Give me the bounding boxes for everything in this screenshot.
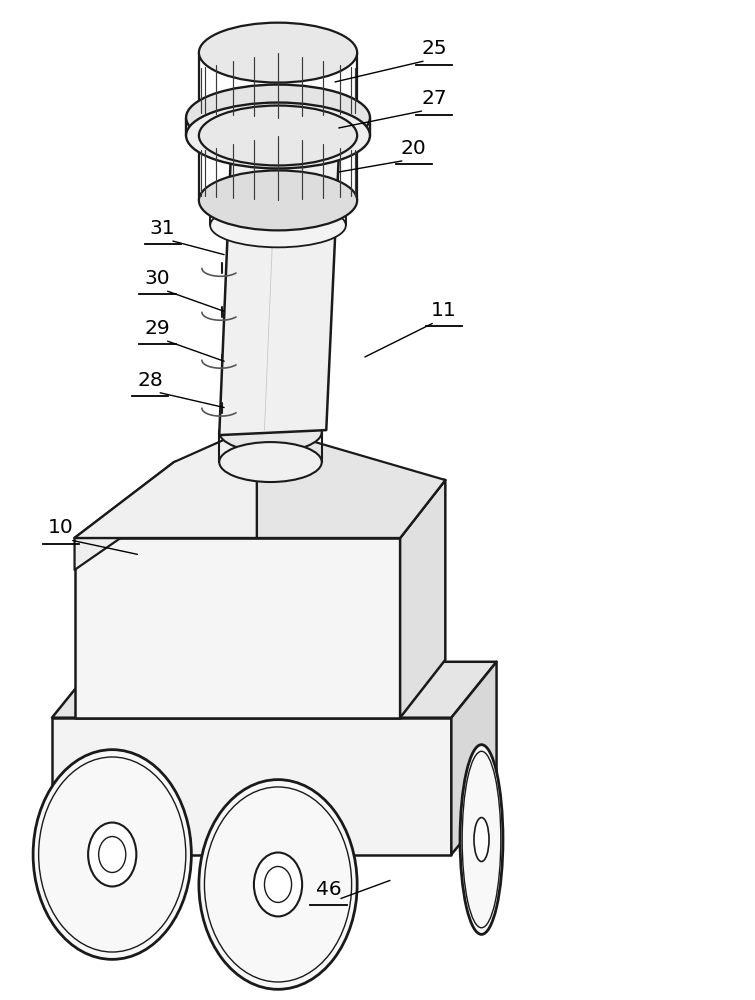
Polygon shape bbox=[75, 455, 445, 538]
Ellipse shape bbox=[199, 780, 357, 989]
Polygon shape bbox=[257, 425, 445, 538]
Text: 31: 31 bbox=[150, 219, 175, 238]
Polygon shape bbox=[219, 101, 341, 435]
Text: 10: 10 bbox=[48, 518, 74, 537]
Ellipse shape bbox=[186, 85, 370, 150]
Text: 25: 25 bbox=[421, 39, 447, 58]
Text: 28: 28 bbox=[137, 371, 163, 390]
Ellipse shape bbox=[199, 88, 357, 147]
Ellipse shape bbox=[99, 837, 126, 872]
Polygon shape bbox=[75, 425, 257, 538]
Ellipse shape bbox=[219, 442, 322, 482]
Polygon shape bbox=[75, 455, 204, 570]
Ellipse shape bbox=[254, 853, 302, 916]
Ellipse shape bbox=[186, 103, 370, 168]
Ellipse shape bbox=[264, 866, 291, 902]
Ellipse shape bbox=[460, 745, 503, 934]
Polygon shape bbox=[52, 718, 451, 855]
Text: 30: 30 bbox=[145, 269, 171, 288]
Polygon shape bbox=[400, 480, 445, 718]
Text: 29: 29 bbox=[145, 319, 171, 338]
Text: 27: 27 bbox=[421, 89, 447, 108]
Polygon shape bbox=[52, 662, 497, 718]
Ellipse shape bbox=[199, 106, 357, 165]
Polygon shape bbox=[451, 662, 497, 855]
Ellipse shape bbox=[219, 412, 322, 452]
Text: 20: 20 bbox=[401, 139, 427, 158]
Ellipse shape bbox=[199, 23, 357, 83]
Ellipse shape bbox=[210, 178, 346, 222]
Ellipse shape bbox=[88, 823, 137, 886]
Text: 46: 46 bbox=[316, 880, 341, 899]
Ellipse shape bbox=[210, 203, 346, 247]
Text: 11: 11 bbox=[431, 301, 457, 320]
Ellipse shape bbox=[474, 818, 489, 861]
Ellipse shape bbox=[199, 170, 357, 230]
Polygon shape bbox=[75, 538, 400, 718]
Ellipse shape bbox=[33, 750, 191, 959]
